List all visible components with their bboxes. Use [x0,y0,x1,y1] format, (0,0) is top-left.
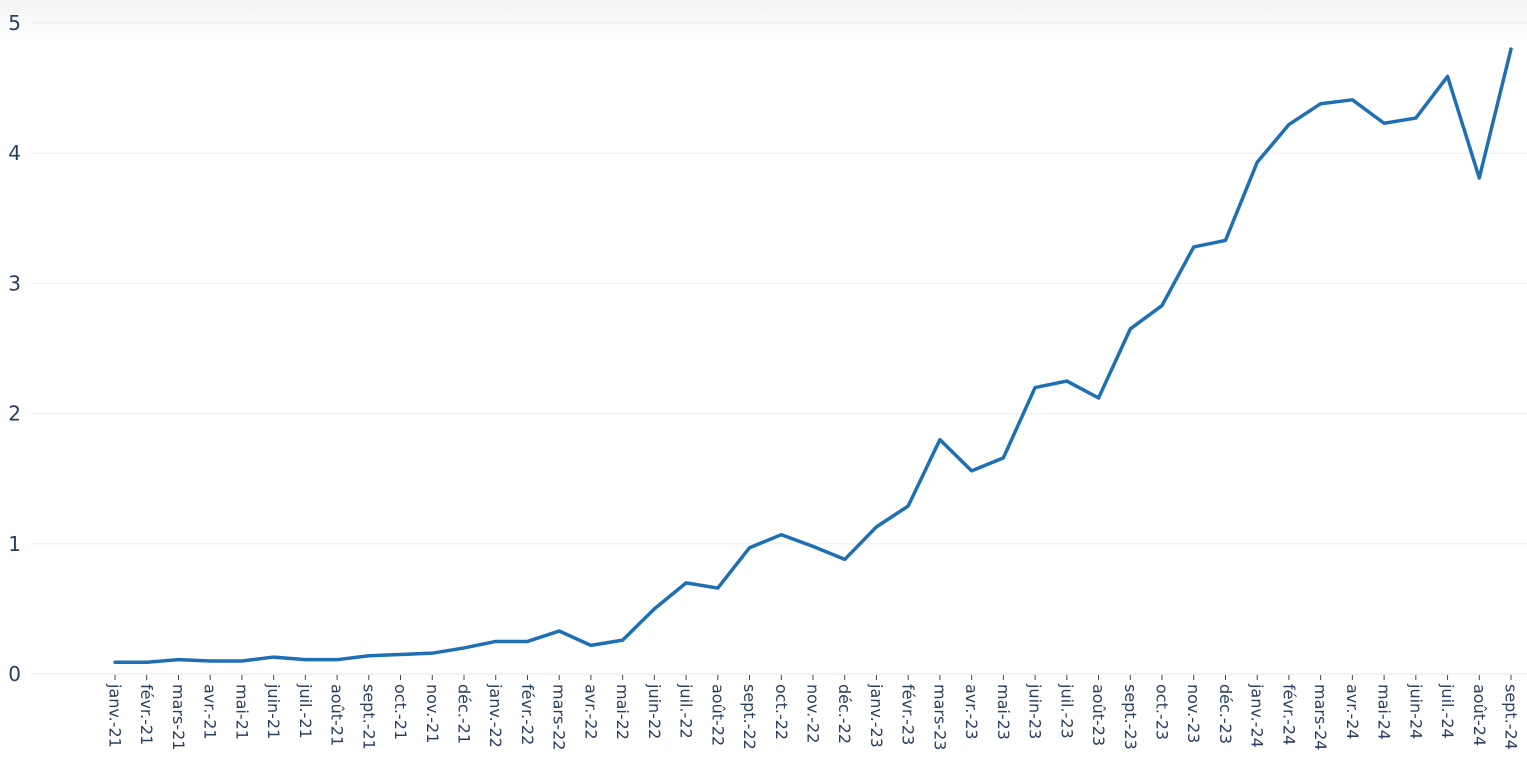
x-tick-label: déc.-21 [455,684,474,744]
x-tick-label: janv.-22 [486,683,505,748]
x-tick-label: sept.-21 [359,684,378,750]
x-tick-label: avr.-23 [962,684,981,740]
x-tick-label: août-21 [328,684,347,746]
x-tick-label: juin-22 [645,683,664,739]
x-tick-label: mars-23 [930,684,949,750]
x-tick-label: juil.-23 [1057,683,1076,739]
x-tick-label: févr.-24 [1279,684,1298,745]
y-tick-label: 4 [8,141,21,165]
x-tick-label: avr.-22 [581,684,600,740]
x-tick-label: janv.-21 [106,683,125,748]
x-tick-label: mars-22 [550,684,569,750]
x-tick-label: nov.-23 [1184,684,1203,743]
x-tick-label: déc.-23 [1216,684,1235,744]
grid-layer [31,23,1527,674]
x-tick-label: mai-23 [994,684,1013,740]
y-tick-label: 0 [8,662,21,686]
x-tick-label: sept.-22 [740,684,759,750]
x-tick-label: oct.-22 [772,684,791,740]
x-tick-label: nov.-22 [804,684,823,743]
y-tick-label: 2 [8,402,21,426]
x-tick-label: nov.-21 [423,684,442,743]
x-tick-label: août-24 [1470,684,1489,746]
x-tick-label: janv.-24 [1248,683,1267,748]
x-tick-label: avr.-24 [1343,684,1362,740]
x-tick-label: févr.-22 [518,684,537,745]
x-tick-label: août-22 [708,684,727,746]
x-tick-label: mars-21 [169,684,188,750]
y-tick-label: 3 [8,271,21,295]
x-tick-label: juil.-21 [296,683,315,739]
x-tick-label: mai-22 [613,684,632,740]
x-tick-label: juil.-22 [677,683,696,739]
x-tick-label: juin-21 [264,683,283,739]
x-tick-label: avr.-21 [201,684,220,740]
series-layer [115,49,1511,662]
x-tick-label: mai-21 [232,684,251,740]
x-axis: janv.-21 févr.-21 mars-21 avr.-21 mai-21 juin… [106,675,1521,750]
x-tick-label: juil.-24 [1438,683,1457,739]
x-tick-label: févr.-21 [137,684,156,745]
y-tick-label: 5 [8,11,21,35]
x-tick-label: oct.-23 [1153,684,1172,740]
series-line [115,49,1511,662]
x-tick-label: août-23 [1089,684,1108,746]
x-tick-label: mars-24 [1311,684,1330,750]
x-tick-label: janv.-23 [867,683,886,748]
x-tick-label: févr.-23 [899,684,918,745]
x-tick-label: juin-23 [1026,683,1045,739]
x-tick-label: mai-24 [1375,684,1394,740]
x-tick-label: juin-24 [1406,683,1425,739]
x-tick-label: sept.-24 [1502,684,1521,750]
y-tick-label: 1 [8,532,21,556]
x-tick-label: oct.-21 [391,684,410,740]
x-tick-label: déc.-22 [835,684,854,744]
x-tick-label: sept.-23 [1121,684,1140,750]
y-axis: 0 1 2 3 4 5 [8,11,21,686]
